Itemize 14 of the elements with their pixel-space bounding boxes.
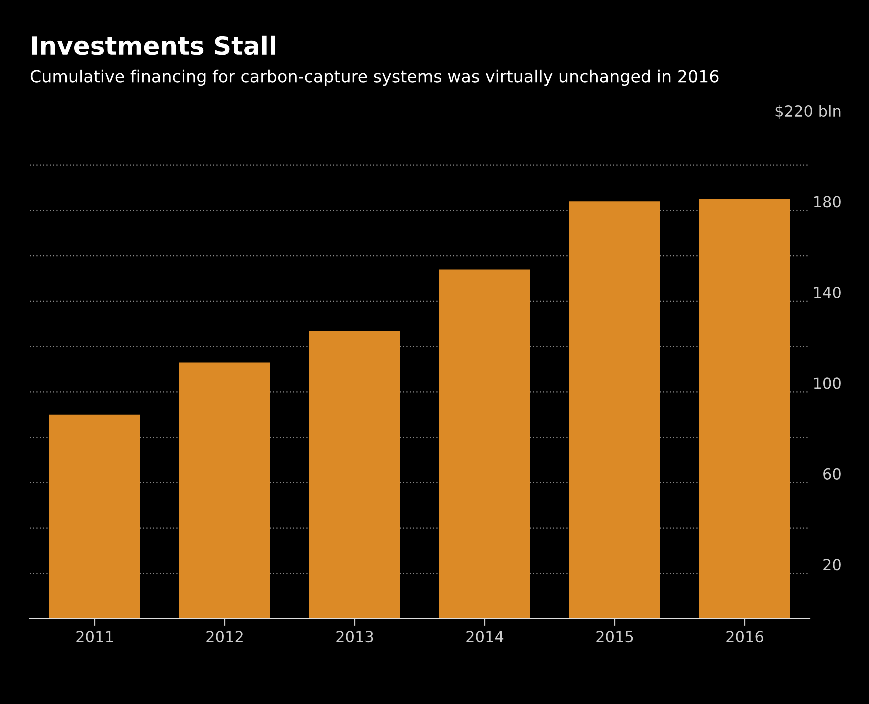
x-tick-label: 2012 (206, 631, 243, 643)
x-tick-label: 2014 (466, 631, 504, 643)
x-tick-label: 2013 (336, 631, 374, 643)
x-tick-label: 2015 (596, 631, 634, 643)
y-tick-label: 60 (824, 468, 841, 480)
y-tick-label: 180 (814, 196, 841, 208)
y-tick-label: 100 (814, 378, 841, 390)
y-tick-label: 140 (814, 286, 841, 298)
x-tick-label: 2016 (726, 631, 764, 643)
chart-title: Investments Stall (32, 36, 276, 56)
y-tick-label: $220 bln (776, 105, 841, 120)
chart-subtitle: Cumulative financing for carbon-capture systems was virtually unchanged in 2016 (30, 70, 719, 86)
x-tick-label: 2011 (76, 631, 114, 643)
y-tick-label: 20 (824, 559, 841, 571)
